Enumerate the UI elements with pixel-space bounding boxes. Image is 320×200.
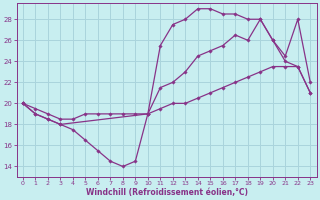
X-axis label: Windchill (Refroidissement éolien,°C): Windchill (Refroidissement éolien,°C) [85,188,248,197]
